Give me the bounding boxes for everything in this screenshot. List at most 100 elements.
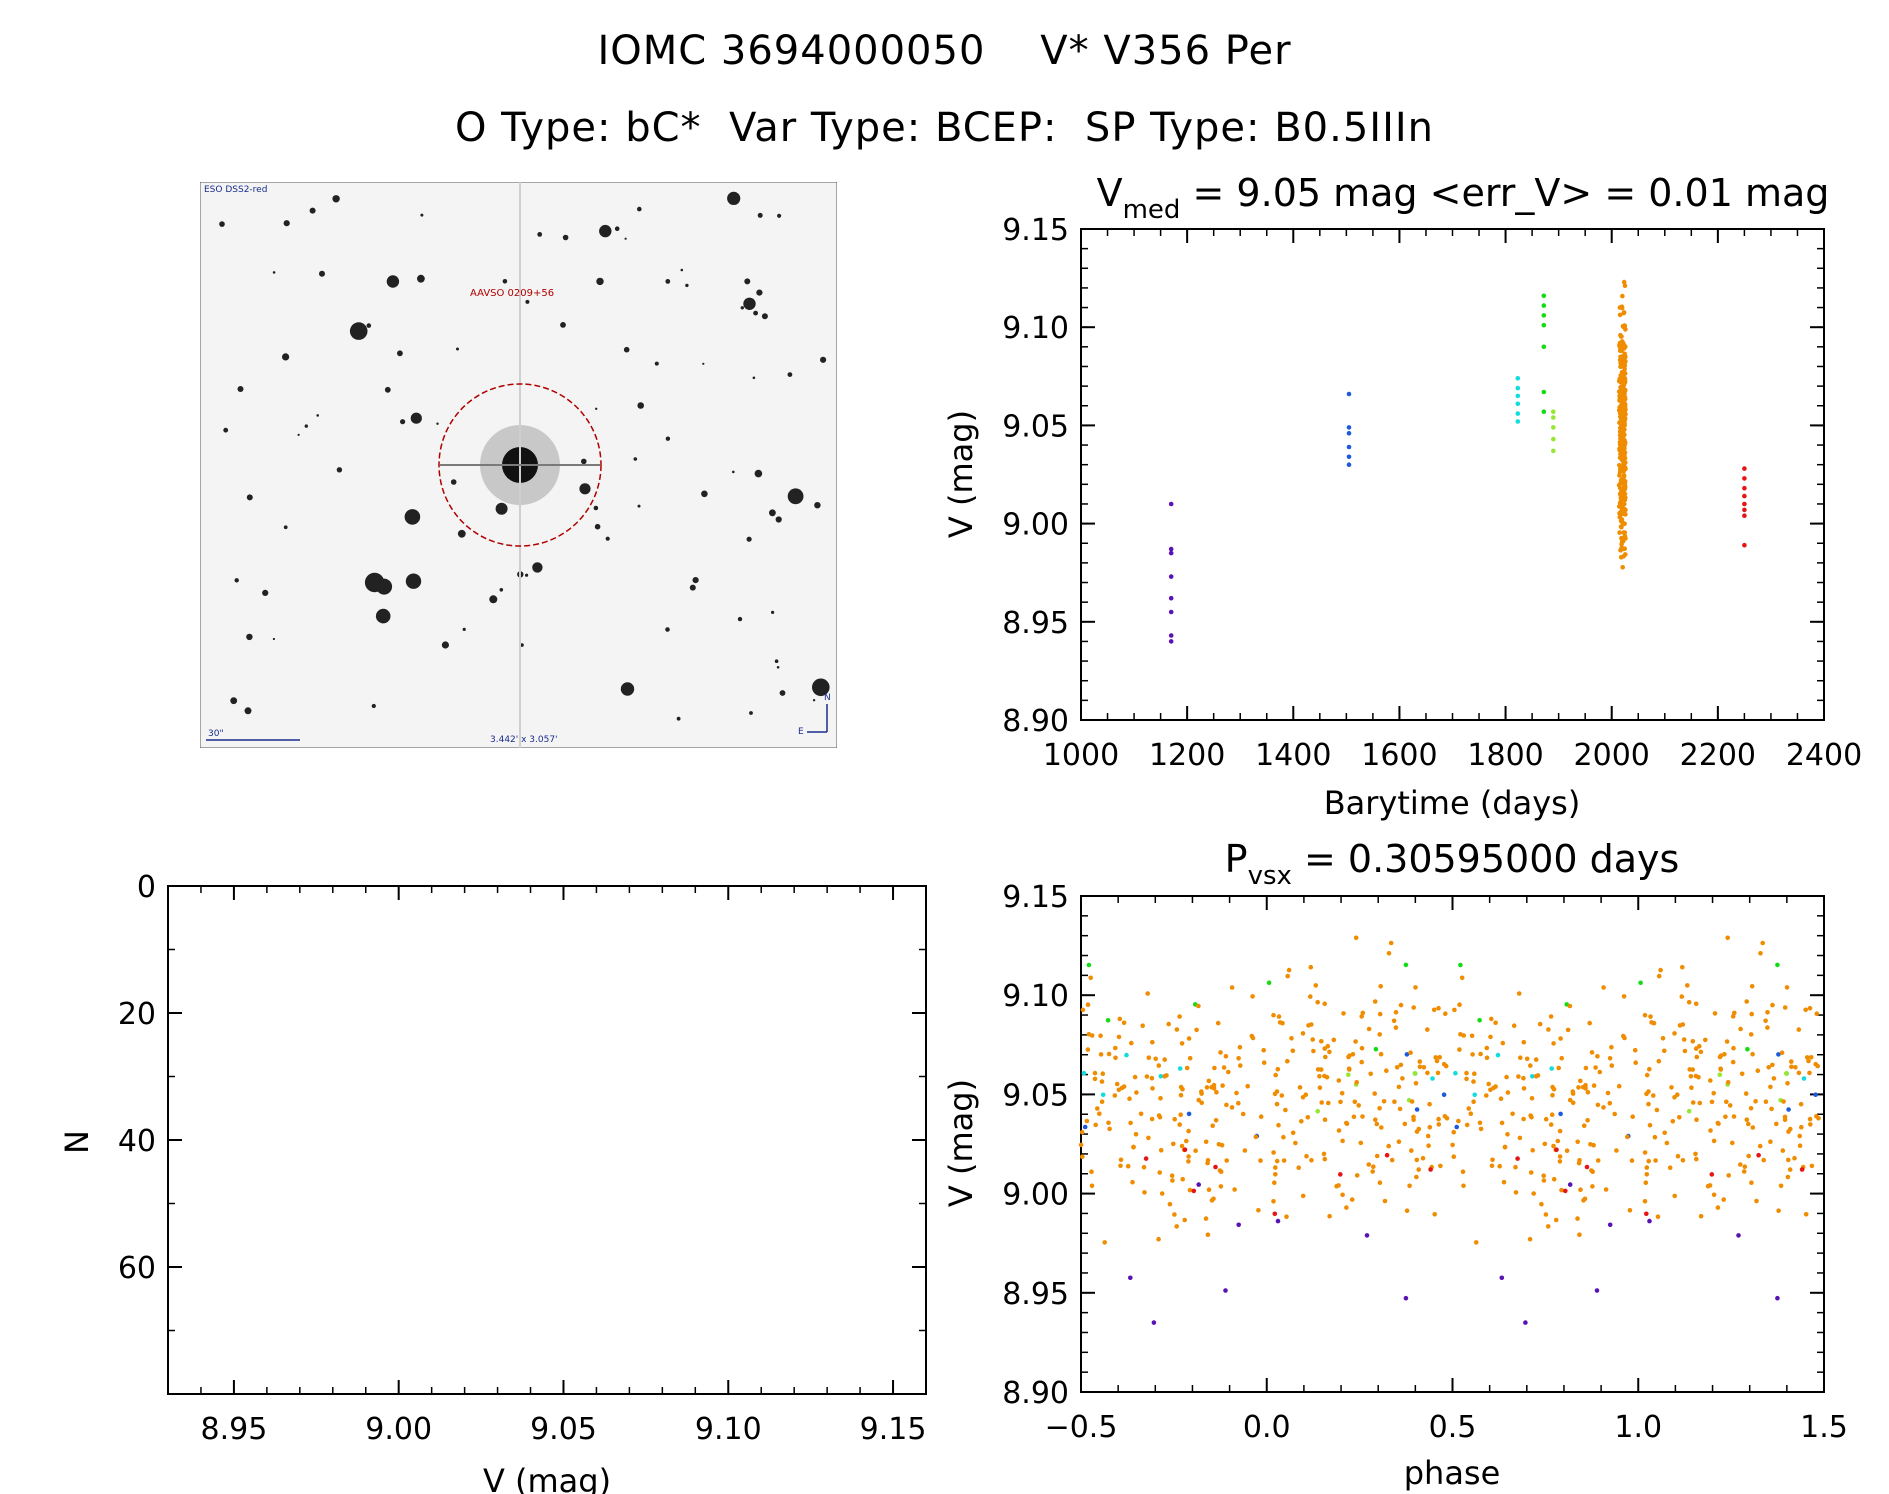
phased-point: [1499, 1120, 1505, 1126]
phased-point: [1528, 1113, 1533, 1118]
finder-field-star: [746, 536, 752, 542]
phased-point: [1609, 1044, 1614, 1050]
lightcurve-point: [1622, 491, 1627, 497]
phased-point: [1498, 1096, 1504, 1101]
phased-point: [1565, 1027, 1571, 1033]
phased-point: [1581, 1198, 1586, 1203]
histogram-xtick-label: 8.95: [201, 1412, 268, 1447]
phased-point: [1194, 1027, 1199, 1033]
lightcurve-point: [1168, 550, 1174, 556]
phased-point: [1286, 967, 1292, 973]
phased-point: [1132, 1074, 1138, 1080]
phased-point: [1106, 1120, 1111, 1126]
finder-field-star: [740, 306, 744, 310]
phased-ytick-label: 8.95: [1002, 1277, 1069, 1312]
finder-field-star: [246, 494, 253, 501]
phased-point: [1149, 1075, 1155, 1081]
phased-point: [1670, 1119, 1676, 1124]
lightcurve-point: [1346, 425, 1352, 430]
phased-point: [1799, 1167, 1805, 1172]
phased-point: [1808, 1122, 1813, 1127]
phased-point: [1317, 1074, 1322, 1079]
finder-field-star: [230, 697, 238, 705]
phased-point: [1341, 1011, 1346, 1016]
finder-field-star: [304, 424, 308, 428]
phased-point: [1807, 1005, 1813, 1011]
phased-point: [1724, 1039, 1730, 1044]
phased-point: [1285, 973, 1290, 979]
lightcurve-point: [1742, 513, 1747, 518]
finder-field-star: [779, 690, 786, 696]
phased-point: [1177, 1066, 1183, 1071]
phased-point: [1199, 1100, 1204, 1106]
histogram-xtick-label: 9.00: [365, 1412, 432, 1447]
finder-field-star: [375, 608, 391, 624]
phased-point: [1393, 1025, 1399, 1030]
finder-field-star: [386, 275, 400, 288]
lightcurve-xtick-label: 1400: [1255, 738, 1331, 773]
phased-point: [1564, 1148, 1570, 1153]
phased-point: [1180, 1176, 1185, 1182]
phased-point: [1717, 1072, 1723, 1078]
phased-point: [1229, 1105, 1235, 1110]
phased-point: [1378, 984, 1383, 989]
lightcurve-point: [1617, 469, 1623, 475]
phased-point: [1144, 1074, 1150, 1079]
phased-point: [1543, 1116, 1549, 1122]
phased-point: [1718, 1067, 1724, 1072]
phased-point: [1346, 1054, 1351, 1060]
phased-point: [1656, 1058, 1662, 1064]
phased-point: [1080, 1007, 1086, 1013]
finder-field-star: [532, 562, 543, 573]
phased-point: [1456, 1118, 1461, 1124]
phased-point: [1210, 1123, 1215, 1128]
phased-point: [1563, 1188, 1568, 1194]
phased-point: [1594, 1288, 1600, 1293]
lightcurve-point: [1619, 393, 1625, 399]
phased-point: [1797, 1143, 1803, 1148]
lightcurve-point: [1621, 310, 1627, 315]
phased-point: [1721, 1197, 1726, 1202]
phased-point: [1203, 1216, 1209, 1221]
phased-point: [1397, 1106, 1403, 1112]
phased-point: [1443, 1011, 1448, 1016]
phased-point: [1690, 1039, 1696, 1044]
lightcurve-xtick-label: 1800: [1467, 738, 1543, 773]
phased-point: [1748, 1106, 1754, 1111]
phased-point: [1786, 1157, 1791, 1163]
phased-point: [1647, 1218, 1652, 1224]
finder-field-star: [436, 422, 439, 425]
phased-point: [1141, 1164, 1147, 1170]
lightcurve-point: [1619, 535, 1624, 541]
phased-point: [1411, 1114, 1416, 1120]
phased-point: [1778, 1183, 1784, 1189]
phased-point: [1782, 1114, 1788, 1120]
phased-point: [1158, 1148, 1164, 1153]
phased-point: [1807, 1070, 1812, 1076]
phased-point: [1457, 1047, 1462, 1052]
phased-point: [1275, 1218, 1281, 1224]
phased-point: [1698, 1049, 1704, 1055]
phased-point: [1310, 1037, 1315, 1042]
phased-point: [1273, 1172, 1278, 1177]
lightcurve-point: [1515, 411, 1521, 416]
phased-point: [1557, 1154, 1563, 1159]
phased-point: [1322, 1001, 1327, 1007]
phased-point: [1232, 1187, 1237, 1192]
lightcurve-point: [1617, 389, 1622, 395]
phased-point: [1339, 1090, 1345, 1096]
lightcurve-point: [1617, 501, 1623, 506]
phased-point: [1081, 1070, 1087, 1076]
phased-point: [1651, 1093, 1656, 1098]
phased-point: [1662, 1048, 1667, 1054]
phased-point: [1732, 1010, 1737, 1016]
phased-point: [1289, 1036, 1294, 1041]
phased-point: [1605, 1090, 1611, 1096]
lightcurve-point: [1620, 565, 1625, 570]
phased-point: [1206, 1078, 1212, 1084]
phased-point: [1179, 1143, 1185, 1149]
phased-point: [1319, 1100, 1324, 1105]
lightcurve-point: [1620, 293, 1625, 299]
phased-point: [1095, 1106, 1100, 1111]
